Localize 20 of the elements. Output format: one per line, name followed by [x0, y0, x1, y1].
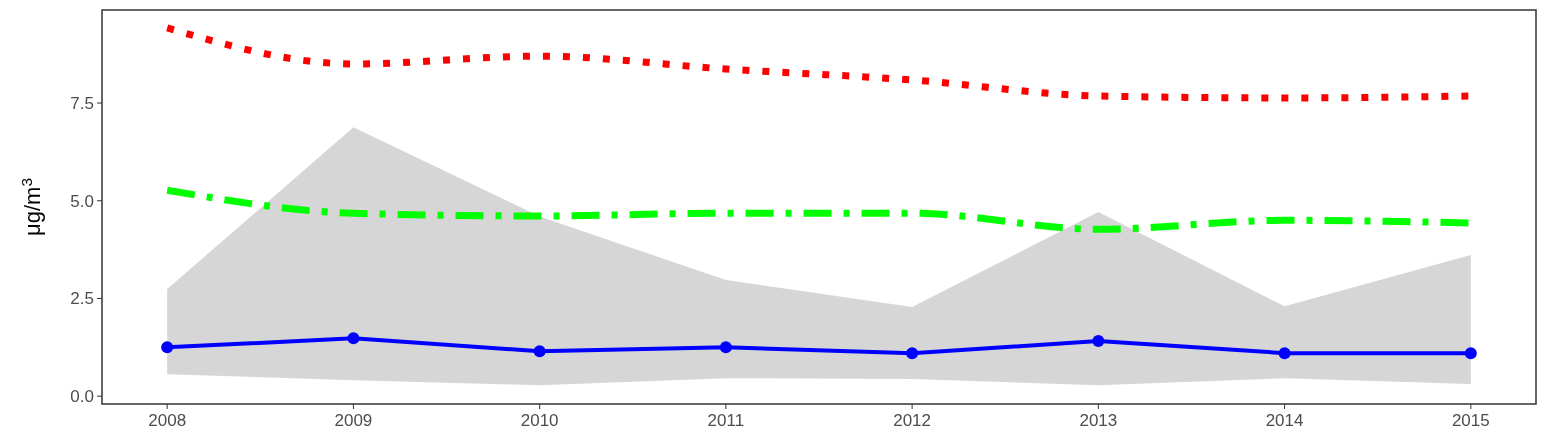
point	[533, 345, 546, 358]
point	[1092, 335, 1105, 348]
point	[161, 341, 174, 354]
y-tick-label: 2.5	[70, 289, 94, 309]
x-tick-label: 2015	[1451, 411, 1490, 430]
x-tick-label: 2009	[334, 411, 373, 430]
point	[719, 341, 732, 354]
x-tick-label: 2011	[707, 411, 745, 430]
y-tick-label: 5.0	[70, 191, 94, 211]
point	[347, 332, 360, 345]
point	[1278, 347, 1291, 360]
x-tick-label: 2012	[893, 411, 932, 430]
y-tick-label: 7.5	[70, 93, 94, 113]
x-tick-label: 2013	[1079, 411, 1118, 430]
y-tick-label: 0.0	[70, 387, 94, 407]
x-tick-label: 2010	[520, 411, 559, 430]
x-tick-label: 2014	[1265, 411, 1304, 430]
point	[906, 347, 919, 360]
x-tick-label: 2008	[148, 411, 187, 430]
point	[1464, 347, 1477, 360]
